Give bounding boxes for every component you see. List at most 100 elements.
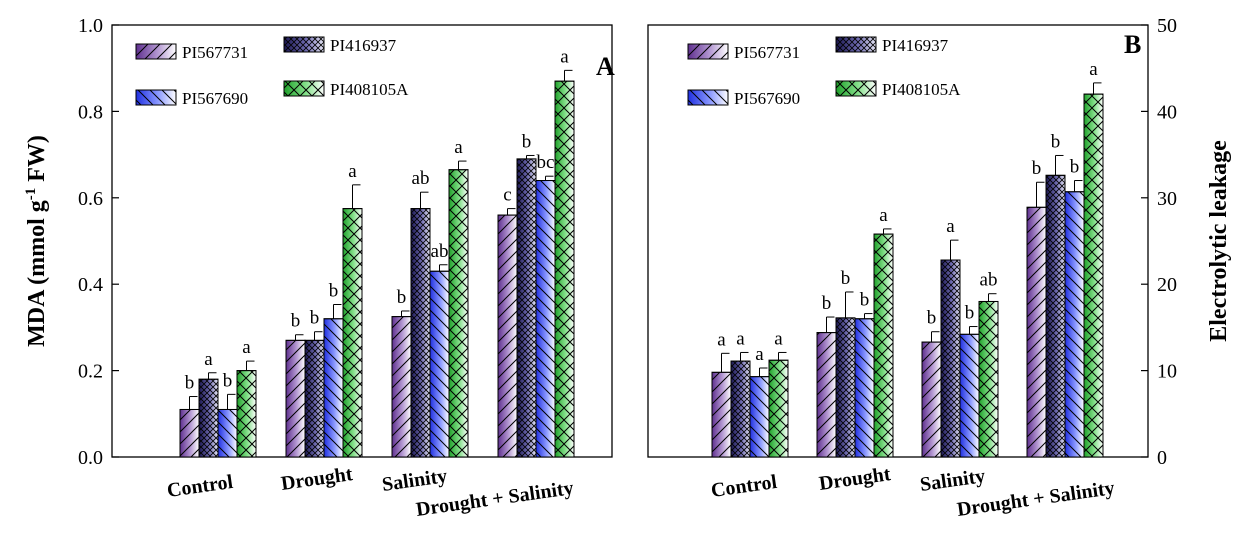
- y-tick-label: 0.6: [78, 188, 103, 210]
- bar-hatch: [730, 360, 751, 458]
- panel-b-y-ticks: 0 10 20 30 40 50: [1141, 15, 1177, 469]
- significance-label: b: [1032, 158, 1042, 179]
- y-tick-label: 1.0: [78, 15, 103, 37]
- y-tick-label: 0.2: [78, 361, 103, 383]
- legend-swatch-hatch: [283, 80, 325, 97]
- bar-hatch: [1083, 93, 1104, 458]
- y-tick-label: 30: [1157, 188, 1177, 210]
- legend-swatch-hatch: [283, 36, 325, 53]
- significance-label: a: [774, 328, 783, 349]
- panel-b-y-axis-label: Electrolytic leakage: [1206, 140, 1232, 342]
- legend-label: PI408105A: [882, 80, 961, 99]
- significance-label: b: [1051, 131, 1061, 152]
- category-label: Drought: [818, 463, 893, 495]
- significance-label: ab: [431, 241, 449, 262]
- category-label: Drought: [280, 463, 355, 495]
- significance-label: a: [348, 161, 357, 182]
- bar-hatch: [854, 318, 875, 458]
- y-tick-label: 40: [1157, 101, 1177, 123]
- significance-label: b: [397, 287, 407, 308]
- category-label: Control: [710, 471, 779, 502]
- bar-hatch: [448, 169, 469, 458]
- panel-b-frame: [647, 24, 1149, 458]
- bar-hatch: [217, 408, 238, 458]
- significance-label: b: [822, 293, 832, 314]
- significance-label: b: [291, 311, 301, 332]
- y-tick-label: 20: [1157, 274, 1177, 296]
- legend-swatch-hatch: [835, 36, 877, 53]
- bar-hatch: [978, 300, 999, 458]
- legend-swatch-hatch: [687, 89, 729, 106]
- bar-hatch: [554, 80, 575, 458]
- legend-swatch-hatch: [135, 89, 177, 106]
- significance-label: a: [946, 216, 955, 237]
- bar-hatch: [959, 333, 980, 458]
- panel-b-letter: B: [1124, 30, 1141, 59]
- bar-hatch: [535, 180, 556, 458]
- y-tick-label: 0: [1157, 447, 1167, 469]
- significance-label: b: [522, 131, 532, 152]
- panel-a-legend: PI567731 PI416937 PI567690 PI408105A: [135, 36, 409, 108]
- bar-hatch: [516, 158, 537, 458]
- y-tick-label: 0.0: [78, 447, 103, 469]
- bar-hatch: [1026, 206, 1047, 458]
- bar-hatch: [497, 214, 518, 458]
- significance-label: a: [560, 46, 569, 67]
- bar-hatch: [835, 317, 856, 458]
- significance-label: b: [1070, 157, 1080, 178]
- significance-label: a: [755, 344, 764, 365]
- bar-hatch: [342, 208, 363, 458]
- bar-hatch: [410, 208, 431, 458]
- bar-hatch: [429, 270, 450, 458]
- panel-a-y-axis-label: MDA (mmol g-1 FW): [23, 135, 50, 347]
- category-label: Control: [166, 471, 235, 502]
- legend-label: PI567731: [734, 43, 800, 62]
- bar-hatch: [236, 370, 257, 458]
- panel-b-legend: PI567731 PI416937 PI567690 PI408105A: [687, 36, 961, 108]
- significance-label: b: [965, 303, 975, 324]
- panel-a-letter: A: [596, 52, 615, 81]
- bar-hatch: [940, 259, 961, 458]
- panel-a: A MDA (mmol g-1 FW) 0.0 0.2 0.4 0.6 0.8 1.0 b…: [23, 15, 615, 521]
- significance-label: a: [454, 137, 463, 158]
- bar-hatch: [711, 371, 732, 458]
- significance-label: a: [879, 205, 888, 226]
- significance-label: c: [503, 185, 511, 206]
- legend-swatch-hatch: [135, 43, 177, 60]
- y-tick-label: 0.8: [78, 101, 103, 123]
- significance-label: b: [223, 370, 233, 391]
- bar-hatch: [921, 341, 942, 458]
- y-tick-label: 50: [1157, 15, 1177, 37]
- significance-label: b: [841, 268, 851, 289]
- bar-hatch: [873, 233, 894, 458]
- bar-hatch: [179, 408, 200, 458]
- significance-label: a: [736, 328, 745, 349]
- significance-label: b: [329, 281, 339, 302]
- panel-a-y-ticks: 0.0 0.2 0.4 0.6 0.8 1.0: [78, 15, 119, 469]
- bar-hatch: [391, 316, 412, 458]
- category-label: Salinity: [381, 465, 449, 496]
- legend-label: PI567690: [182, 89, 248, 108]
- legend-label: PI567731: [182, 43, 248, 62]
- bar-hatch: [323, 318, 344, 458]
- significance-label: b: [310, 308, 320, 329]
- significance-label: b: [860, 290, 870, 311]
- bar-hatch: [768, 359, 789, 458]
- significance-label: a: [717, 329, 726, 350]
- bar-hatch: [198, 378, 219, 458]
- bar-hatch: [304, 339, 325, 458]
- legend-label: PI567690: [734, 89, 800, 108]
- y-tick-label: 10: [1157, 361, 1177, 383]
- significance-label: a: [1089, 59, 1098, 80]
- legend-label: PI408105A: [330, 80, 409, 99]
- bar-hatch: [749, 376, 770, 458]
- legend-swatch-hatch: [687, 43, 729, 60]
- y-tick-label: 0.4: [78, 274, 103, 296]
- bar-hatch: [1045, 174, 1066, 458]
